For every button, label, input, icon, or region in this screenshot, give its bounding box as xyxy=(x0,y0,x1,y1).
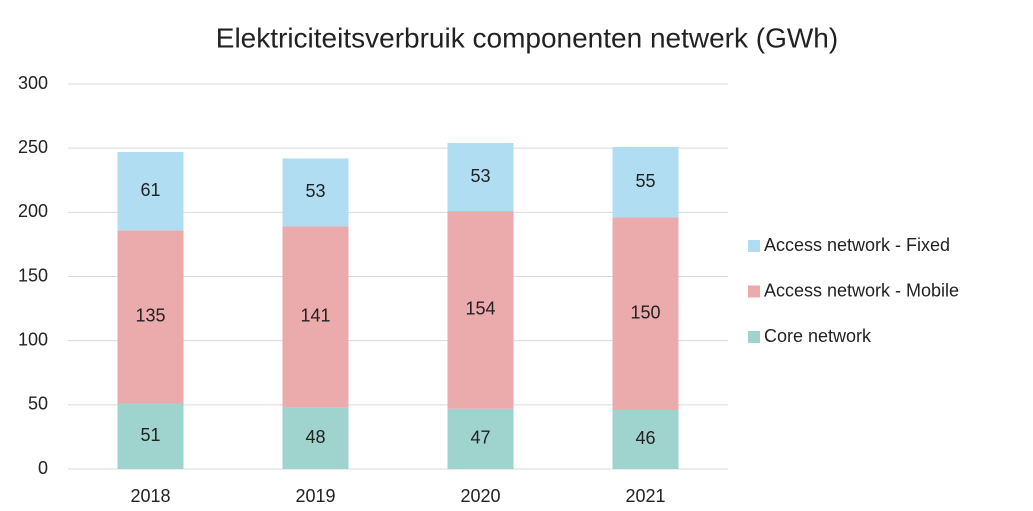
bar-segment xyxy=(447,211,514,409)
bar-segment xyxy=(282,158,349,227)
data-label: 53 xyxy=(470,166,490,186)
chart-title: Elektriciteitsverbruik componenten netwe… xyxy=(216,22,838,53)
y-tick-label: 100 xyxy=(18,329,48,349)
y-tick-label: 250 xyxy=(18,137,48,157)
legend-label: Access network - Fixed xyxy=(764,235,950,255)
x-tick-label: 2018 xyxy=(130,486,170,506)
y-tick-label: 200 xyxy=(18,201,48,221)
bar-segment xyxy=(612,409,679,469)
bar-segment xyxy=(612,146,679,218)
y-tick-label: 300 xyxy=(18,73,48,93)
x-tick-label: 2020 xyxy=(460,486,500,506)
bar-segment xyxy=(117,152,184,231)
data-label: 53 xyxy=(305,181,325,201)
y-tick-label: 0 xyxy=(38,458,48,478)
data-label: 150 xyxy=(630,302,660,322)
bar-segment xyxy=(117,230,184,404)
y-tick-label: 150 xyxy=(18,265,48,285)
data-label: 46 xyxy=(635,428,655,448)
bar-segment xyxy=(282,226,349,408)
data-label: 154 xyxy=(465,299,495,319)
legend-label: Core network xyxy=(764,326,872,346)
data-label: 51 xyxy=(140,425,160,445)
y-tick-label: 50 xyxy=(28,394,48,414)
data-label: 47 xyxy=(470,428,490,448)
bar-segment xyxy=(612,217,679,410)
data-label: 61 xyxy=(140,180,160,200)
data-label: 48 xyxy=(305,427,325,447)
bar-segment xyxy=(117,403,184,469)
legend-swatch xyxy=(748,240,760,252)
legend-label: Access network - Mobile xyxy=(764,280,959,300)
data-label: 55 xyxy=(635,171,655,191)
data-label: 135 xyxy=(135,306,165,326)
bar-segment xyxy=(447,408,514,469)
bar-segment xyxy=(282,407,349,469)
legend-swatch xyxy=(748,331,760,343)
data-label: 141 xyxy=(300,306,330,326)
x-tick-label: 2021 xyxy=(625,486,665,506)
bar-segment xyxy=(447,143,514,212)
legend-swatch xyxy=(748,285,760,298)
x-tick-label: 2019 xyxy=(295,486,335,506)
